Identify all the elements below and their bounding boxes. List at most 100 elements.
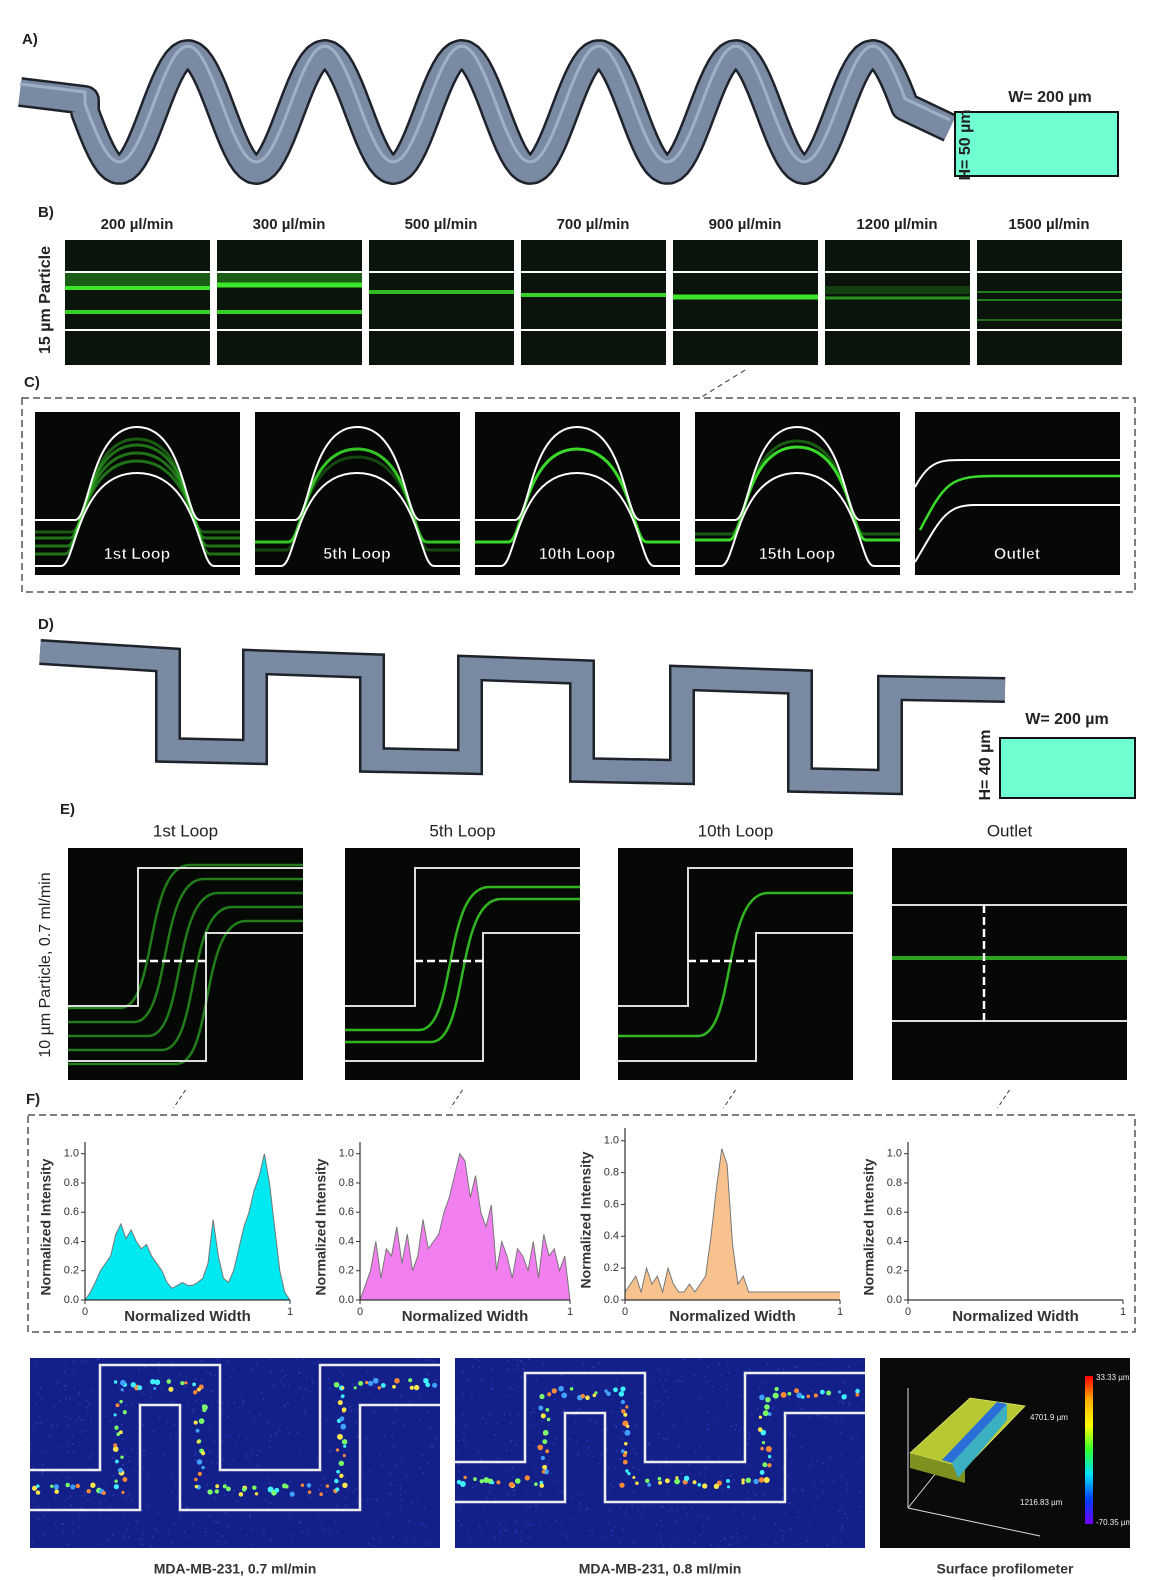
noise	[205, 1489, 207, 1492]
noise	[614, 1526, 617, 1528]
noise	[594, 1421, 597, 1424]
noise	[319, 1484, 322, 1487]
noise	[843, 1381, 846, 1384]
noise	[221, 1440, 223, 1443]
particle-stream	[475, 447, 680, 544]
noise	[259, 1413, 261, 1415]
noise	[458, 1520, 460, 1522]
noise	[298, 1372, 301, 1374]
cell	[534, 1482, 538, 1486]
noise	[547, 1463, 549, 1465]
noise	[266, 1478, 268, 1481]
label: 300 µl/min	[253, 216, 326, 233]
noise	[788, 1397, 790, 1400]
noise	[516, 1368, 519, 1370]
noise	[610, 1530, 613, 1532]
noise	[87, 1413, 89, 1416]
noise	[731, 1536, 733, 1538]
image-bg	[30, 1358, 440, 1548]
noise	[717, 1545, 720, 1548]
cell	[765, 1396, 771, 1403]
noise	[422, 1377, 425, 1380]
noise	[475, 1358, 478, 1360]
noise	[809, 1416, 811, 1418]
noise	[351, 1530, 353, 1532]
x-axis-label: Normalized Width	[952, 1308, 1079, 1325]
noise	[708, 1456, 710, 1458]
noise	[257, 1464, 259, 1467]
noise	[790, 1527, 792, 1530]
particle-stream	[35, 437, 240, 534]
noise	[368, 1391, 371, 1393]
noise	[226, 1359, 229, 1362]
noise	[78, 1516, 81, 1519]
noise	[201, 1379, 203, 1382]
noise	[297, 1359, 299, 1361]
cell	[201, 1451, 206, 1456]
noise	[399, 1508, 402, 1510]
noise	[649, 1378, 652, 1380]
cross-section	[999, 737, 1136, 799]
noise	[846, 1517, 848, 1519]
noise	[300, 1451, 302, 1454]
noise	[299, 1521, 301, 1523]
noise	[279, 1380, 281, 1382]
noise	[372, 1412, 375, 1415]
noise	[684, 1417, 687, 1420]
cell	[194, 1477, 198, 1482]
noise	[490, 1368, 493, 1370]
noise	[774, 1523, 777, 1525]
cell	[197, 1387, 201, 1392]
cell	[759, 1394, 765, 1401]
noise	[256, 1362, 258, 1364]
cell	[604, 1389, 608, 1393]
cell	[112, 1446, 119, 1452]
y-tick-label: 0.2	[64, 1265, 79, 1277]
noise	[601, 1535, 604, 1538]
noise	[552, 1443, 555, 1445]
noise	[658, 1533, 660, 1536]
cell	[490, 1480, 495, 1485]
noise	[811, 1463, 813, 1465]
noise	[195, 1400, 197, 1402]
cell	[121, 1490, 125, 1494]
noise	[127, 1524, 129, 1526]
particle-stream	[673, 294, 818, 300]
channel-wall	[475, 425, 680, 521]
noise	[673, 1540, 676, 1543]
noise	[336, 1505, 338, 1507]
noise	[506, 1530, 508, 1532]
noise	[491, 1388, 493, 1391]
noise	[535, 1445, 537, 1447]
surface-side	[910, 1453, 965, 1483]
noise	[486, 1521, 489, 1523]
cell	[483, 1477, 490, 1484]
noise	[87, 1499, 89, 1501]
noise	[242, 1400, 245, 1402]
noise	[427, 1391, 430, 1393]
noise	[619, 1407, 622, 1409]
noise	[411, 1501, 413, 1503]
noise	[304, 1387, 306, 1390]
noise	[422, 1472, 424, 1474]
image-bg	[345, 848, 580, 1080]
noise	[374, 1385, 376, 1387]
cell	[334, 1478, 339, 1484]
label: 200 µl/min	[101, 216, 174, 233]
noise	[591, 1366, 593, 1369]
noise	[158, 1369, 160, 1371]
noise	[486, 1497, 488, 1499]
noise	[655, 1524, 658, 1526]
panel-label: D)	[38, 616, 54, 633]
noise	[568, 1438, 571, 1440]
noise	[232, 1458, 235, 1460]
noise	[305, 1413, 307, 1416]
noise	[816, 1460, 819, 1462]
image-bg	[892, 848, 1127, 1080]
noise	[393, 1445, 395, 1447]
noise	[160, 1387, 163, 1390]
noise	[653, 1406, 656, 1409]
noise	[858, 1491, 860, 1493]
noise	[679, 1480, 681, 1482]
image-bg	[65, 240, 210, 365]
